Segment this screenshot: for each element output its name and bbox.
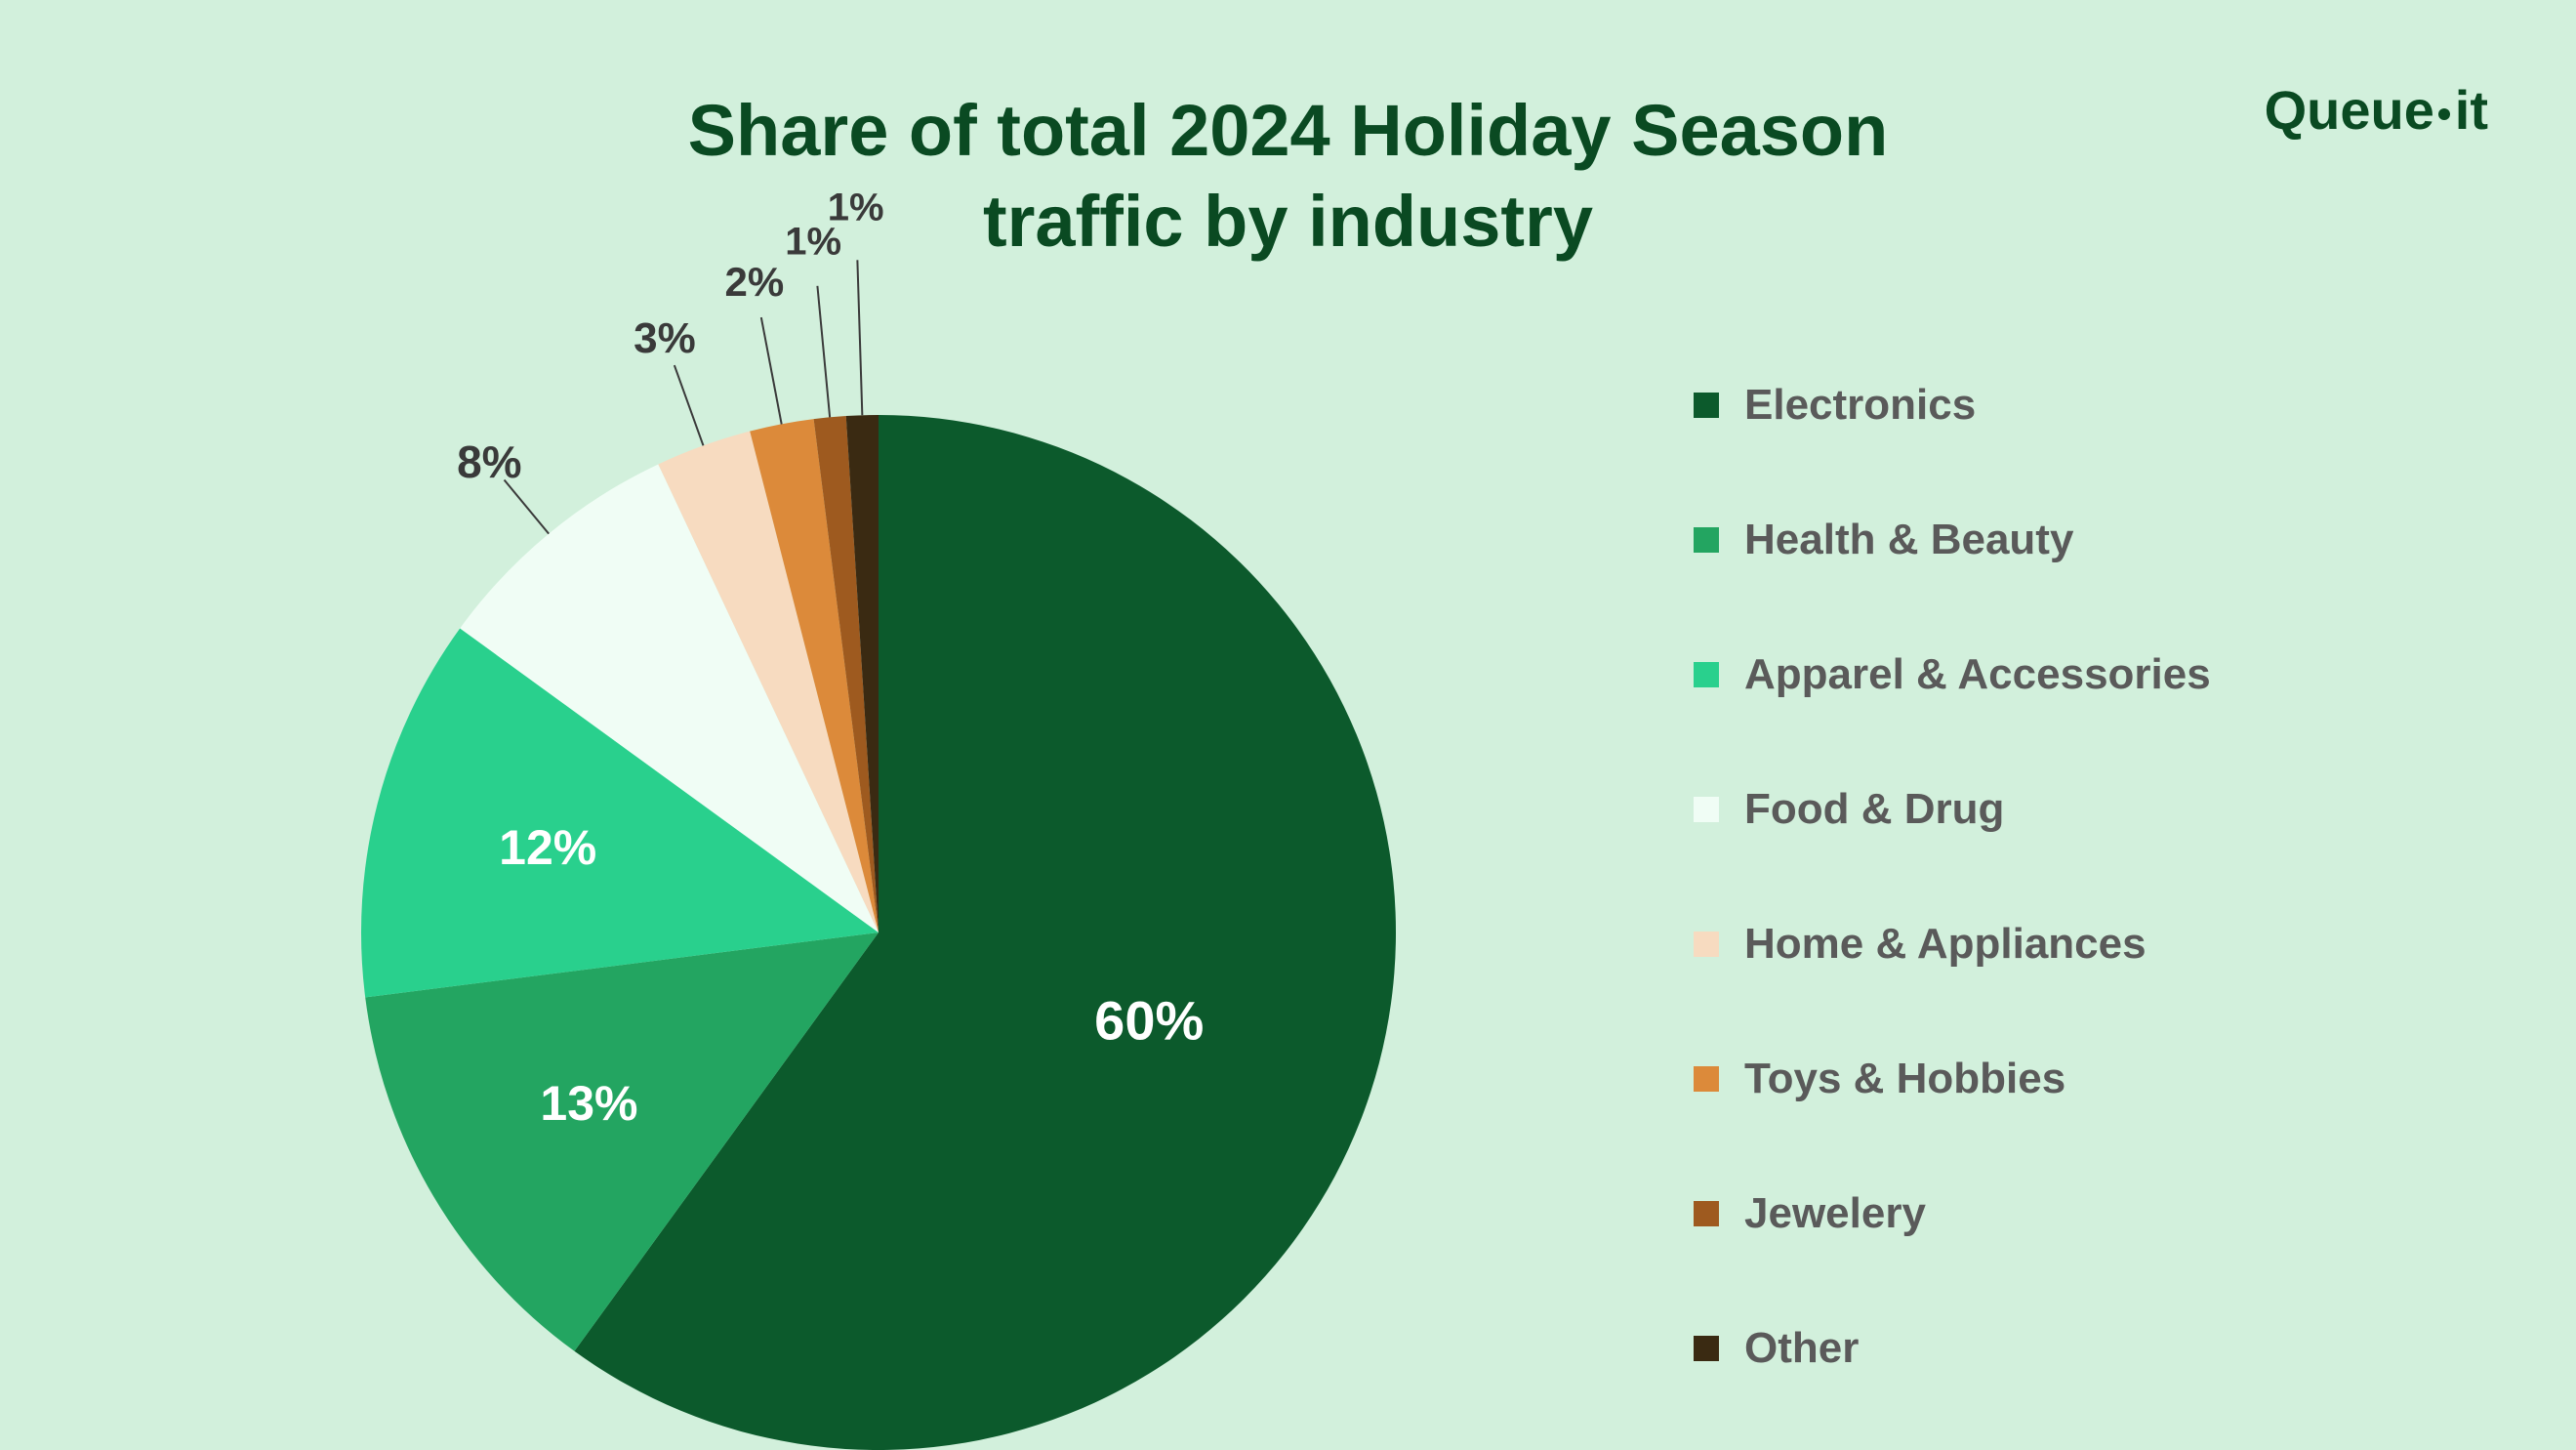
slice-label: 8%	[457, 435, 521, 488]
legend-swatch-icon	[1694, 662, 1719, 687]
legend-label: Food & Drug	[1744, 785, 2004, 834]
legend-swatch-icon	[1694, 1066, 1719, 1092]
slice-label: 12%	[499, 819, 596, 876]
legend-swatch-icon	[1694, 932, 1719, 957]
legend-swatch-icon	[1694, 393, 1719, 418]
slice-label: 2%	[725, 259, 785, 306]
slice-label: 1%	[828, 186, 884, 230]
legend-label: Toys & Hobbies	[1744, 1055, 2065, 1103]
legend-item: Jewelery	[1694, 1189, 2211, 1238]
legend-item: Electronics	[1694, 381, 2211, 430]
legend-label: Other	[1744, 1324, 1859, 1373]
legend-item: Apparel & Accessories	[1694, 650, 2211, 699]
legend-swatch-icon	[1694, 1201, 1719, 1226]
legend-item: Health & Beauty	[1694, 516, 2211, 564]
chart-canvas: Share of total 2024 Holiday Season traff…	[0, 0, 2576, 1450]
legend-label: Home & Appliances	[1744, 920, 2147, 969]
legend-label: Health & Beauty	[1744, 516, 2073, 564]
legend-label: Jewelery	[1744, 1189, 1926, 1238]
legend-swatch-icon	[1694, 1336, 1719, 1361]
legend-swatch-icon	[1694, 797, 1719, 822]
slice-label: 60%	[1094, 989, 1204, 1053]
chart-legend: Electronics Health & Beauty Apparel & Acce…	[1694, 381, 2211, 1373]
legend-item: Home & Appliances	[1694, 920, 2211, 969]
legend-label: Electronics	[1744, 381, 1976, 430]
legend-swatch-icon	[1694, 527, 1719, 553]
slice-label: 13%	[540, 1075, 637, 1132]
legend-item: Toys & Hobbies	[1694, 1055, 2211, 1103]
legend-label: Apparel & Accessories	[1744, 650, 2211, 699]
legend-item: Other	[1694, 1324, 2211, 1373]
slice-label: 3%	[634, 314, 696, 363]
legend-item: Food & Drug	[1694, 785, 2211, 834]
